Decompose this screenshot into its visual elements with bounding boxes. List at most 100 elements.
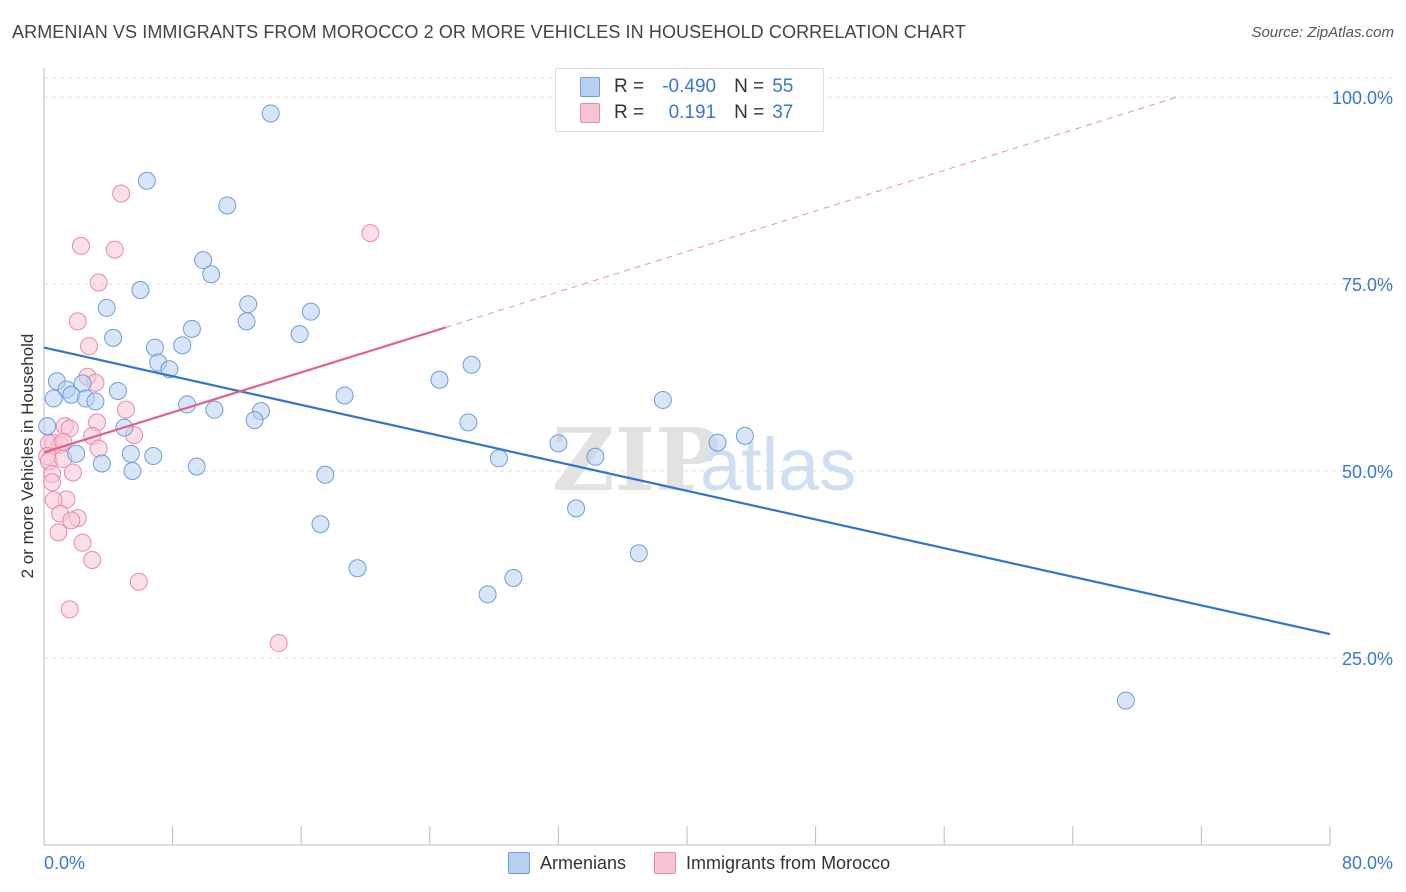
morocco-points (38, 184, 380, 653)
morocco-point (361, 224, 380, 243)
morocco-point (63, 463, 82, 482)
tick-labels: 25.0% 50.0% 75.0% 100.0% 0.0% 80.0% (44, 88, 1393, 873)
armenian-point (653, 390, 672, 409)
legend-row-morocco: R = 0.191 N = 37 (580, 100, 793, 126)
stats-legend: R = -0.490 N = 55 R = 0.191 N = 37 (555, 68, 824, 132)
armenian-point (549, 434, 568, 453)
armenian-point (290, 325, 309, 344)
legend-n-label: N = (734, 102, 765, 123)
legend-label-morocco: Immigrants from Morocco (686, 852, 891, 873)
armenian-point (108, 381, 127, 400)
x-tick-label: 0.0% (44, 853, 85, 873)
armenian-point (92, 454, 111, 473)
armenian-point (504, 568, 523, 587)
legend-r-value: 0.191 (668, 102, 717, 123)
source-label: Source: ZipAtlas.com (1251, 24, 1394, 41)
watermark-atlas: atlas (700, 423, 856, 506)
armenian-point (629, 544, 648, 563)
armenian-point (187, 457, 206, 476)
armenian-point (104, 328, 123, 347)
armenian-point (462, 355, 481, 374)
y-tick-label: 100.0% (1332, 88, 1393, 108)
morocco-point (62, 511, 81, 530)
morocco-point (129, 572, 148, 591)
legend-item-armenians[interactable]: Armenians (508, 852, 626, 874)
morocco-point (116, 400, 135, 419)
armenian-point (489, 449, 508, 468)
armenian-point (67, 444, 86, 463)
armenian-point (239, 295, 258, 314)
armenian-point (459, 413, 478, 432)
armenian-point (144, 447, 163, 466)
morocco-point (43, 473, 62, 492)
legend-item-morocco[interactable]: Immigrants from Morocco (654, 852, 890, 874)
x-tick-label: 80.0% (1342, 853, 1393, 873)
morocco-point (89, 273, 108, 292)
armenian-point (335, 386, 354, 405)
armenian-point (586, 447, 605, 466)
morocco-point (71, 236, 90, 255)
morocco-point (73, 533, 92, 552)
legend-n-value: 37 (772, 102, 794, 123)
legend-swatch-pink (654, 852, 677, 874)
watermark-zip: ZIP (552, 410, 720, 511)
legend-swatch-pink (580, 103, 600, 123)
morocco-trend-line (43, 326, 447, 454)
armenian-point (1116, 691, 1135, 710)
legend-swatch-blue (580, 77, 600, 97)
watermark: ZIP atlas (552, 410, 856, 511)
armenian-point (86, 392, 105, 411)
legend-r-label: R = (614, 76, 645, 97)
y-tick-label: 75.0% (1342, 275, 1393, 295)
legend-r-value: -0.490 (662, 76, 717, 97)
grid-layer (44, 77, 1394, 659)
morocco-point (105, 240, 124, 259)
armenian-trend-line (43, 346, 1331, 636)
armenian-point (237, 312, 256, 331)
armenian-points (38, 104, 1135, 710)
armenian-point (145, 338, 164, 357)
morocco-point (83, 551, 102, 570)
legend-n-label: N = (734, 76, 765, 97)
legend-n-value: 55 (772, 76, 794, 97)
legend-label-armenians: Armenians (540, 852, 627, 873)
morocco-point (80, 337, 99, 356)
armenian-point (245, 411, 264, 430)
morocco-point (112, 184, 131, 203)
morocco-point (89, 439, 108, 458)
morocco-trend-extension (445, 96, 1178, 328)
armenian-point (261, 104, 280, 123)
armenian-point (301, 302, 320, 321)
armenian-point (202, 265, 221, 284)
armenian-point (311, 515, 330, 534)
y-tick-label: 25.0% (1342, 649, 1393, 669)
armenian-point (137, 171, 156, 190)
series-legend: Armenians Immigrants from Morocco (508, 852, 918, 874)
armenian-point (44, 389, 63, 408)
legend-r-label: R = (614, 102, 645, 123)
y-axis-label: 2 or more Vehicles in Household (18, 333, 37, 579)
armenian-point (567, 499, 586, 518)
armenian-point (316, 465, 335, 484)
armenian-point (121, 444, 140, 463)
armenian-point (173, 336, 192, 355)
trend-lines (43, 96, 1331, 636)
armenian-point (348, 559, 367, 578)
armenian-point (194, 251, 213, 270)
legend-row-armenians: R = -0.490 N = 55 (580, 74, 793, 100)
armenian-point (218, 196, 237, 215)
morocco-point (60, 600, 79, 619)
armenian-point (430, 370, 449, 389)
armenian-point (182, 319, 201, 338)
armenian-point (205, 400, 224, 419)
morocco-point (68, 312, 87, 331)
chart-title: ARMENIAN VS IMMIGRANTS FROM MOROCCO 2 OR… (12, 22, 966, 42)
morocco-point (269, 634, 288, 653)
legend-swatch-blue (508, 852, 530, 874)
armenian-point (708, 433, 727, 452)
armenian-point (478, 585, 497, 604)
armenian-point (735, 426, 754, 445)
armenian-point (97, 298, 116, 317)
armenian-point (131, 280, 150, 299)
